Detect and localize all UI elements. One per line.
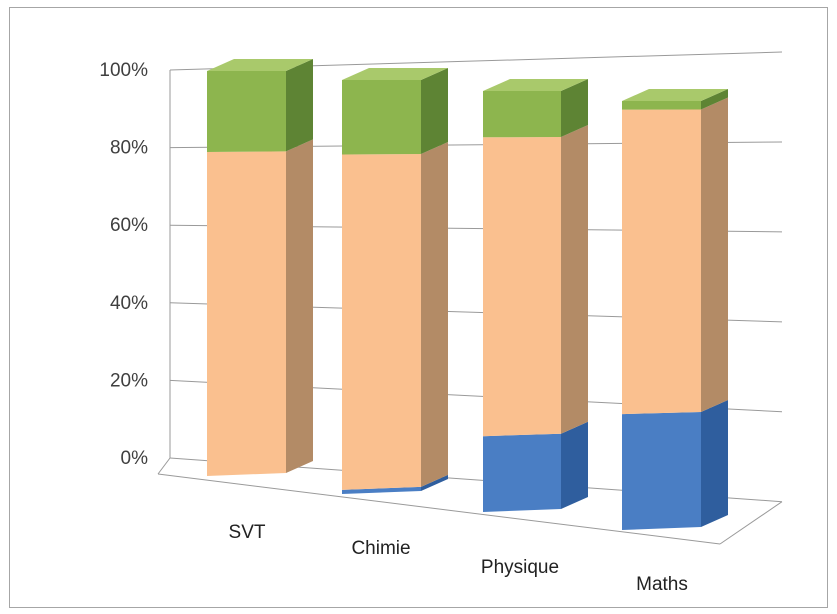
bar-segment-front bbox=[622, 109, 701, 415]
bar-svt bbox=[207, 59, 313, 476]
bar-segment-top bbox=[622, 89, 728, 101]
bar-segment-side bbox=[286, 59, 313, 152]
x-tick-label: Maths bbox=[636, 574, 688, 595]
bar-segment-side bbox=[421, 141, 448, 487]
bar-segment-front bbox=[207, 71, 286, 152]
chart-frame: 0% 20% 40% 60% 80% 100% SVT Chimie Physique Math… bbox=[9, 7, 828, 608]
x-axis: SVT Chimie Physique Maths bbox=[229, 522, 688, 595]
y-tick-label: 80% bbox=[110, 138, 148, 159]
bar-segment-side bbox=[561, 421, 588, 509]
bar-layer bbox=[207, 59, 728, 530]
bar-segment-side bbox=[286, 139, 313, 473]
y-tick-label: 0% bbox=[121, 448, 149, 469]
bar-segment-front bbox=[483, 136, 561, 437]
x-tick-label: Chimie bbox=[351, 538, 410, 559]
bar-segment-front bbox=[342, 486, 421, 494]
bar-chimie bbox=[342, 68, 448, 494]
bar-segment-front bbox=[622, 411, 701, 530]
bar-segment-side bbox=[701, 399, 728, 527]
bar-segment-side bbox=[561, 79, 588, 137]
bar-segment-front bbox=[342, 153, 421, 490]
bar-segment-front bbox=[483, 433, 561, 512]
floor-edge-front bbox=[157, 473, 721, 545]
bar-segment-side bbox=[421, 474, 448, 491]
bar-segment-front bbox=[622, 101, 701, 110]
bar-segment-front bbox=[483, 91, 561, 138]
bar-segment-top bbox=[207, 59, 313, 71]
x-tick-label: SVT bbox=[229, 522, 266, 543]
bar-segment-top bbox=[342, 68, 448, 80]
stacked-3d-bar-chart: 0% 20% 40% 60% 80% 100% SVT Chimie Physique Math… bbox=[99, 51, 783, 595]
y-axis: 0% 20% 40% 60% 80% 100% bbox=[99, 60, 148, 469]
bar-segment-side bbox=[421, 68, 448, 154]
y-tick-label: 20% bbox=[110, 370, 148, 391]
bar-maths bbox=[622, 89, 728, 530]
x-tick-label: Physique bbox=[481, 557, 559, 578]
y-tick-label: 100% bbox=[99, 60, 148, 81]
bar-segment-top bbox=[483, 79, 588, 91]
floor-edge-right bbox=[719, 501, 783, 545]
bar-segment-front bbox=[207, 151, 286, 476]
bar-segment-front bbox=[342, 80, 421, 155]
y-tick-label: 60% bbox=[110, 215, 148, 236]
floor-edge-left bbox=[157, 457, 171, 475]
bar-physique bbox=[483, 79, 588, 512]
bar-segment-side bbox=[561, 124, 588, 434]
bar-segment-side bbox=[701, 97, 728, 412]
y-tick-label: 40% bbox=[110, 293, 148, 314]
bar-segment-side bbox=[701, 89, 728, 110]
